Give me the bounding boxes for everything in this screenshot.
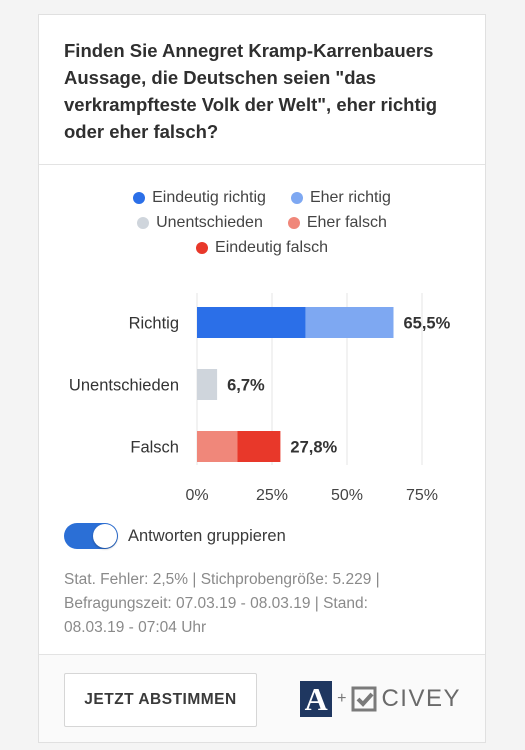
legend-swatch-icon — [287, 217, 300, 229]
legend-label: Unentschieden — [156, 214, 263, 231]
legend-label: Eher falsch — [306, 214, 387, 231]
civey-check-icon — [351, 686, 377, 712]
bar-segment — [305, 307, 394, 338]
legend-swatch-icon — [133, 192, 146, 204]
category-label: Richtig — [129, 315, 179, 333]
brand-plus: + — [337, 690, 347, 707]
category-label: Unentschieden — [69, 377, 179, 395]
legend-swatch-icon — [137, 217, 150, 229]
legend-label: Eher richtig — [309, 189, 391, 206]
brand-logo[interactable]: A + CIVEY — [300, 681, 461, 717]
legend-item-unentschieden: Unentschieden — [137, 214, 263, 232]
toggle-knob[interactable] — [93, 524, 117, 548]
legend-label: Eindeutig falsch — [215, 239, 328, 256]
x-tick-label: 25% — [256, 487, 288, 504]
category-label: Falsch — [130, 439, 179, 457]
legend-swatch-icon — [290, 192, 303, 204]
stacked-bar-chart: 0% 25% 50% 75% Richtig 65,5% Unentschieden 6,7%… — [69, 293, 451, 504]
card-footer: JETZT ABSTIMMEN A + CIVEY — [39, 654, 485, 742]
poll-question: Finden Sie Annegret Kramp-Karrenbauers A… — [39, 15, 485, 165]
legend-item-eher-richtig: Eher richtig — [290, 189, 391, 207]
bar-segment — [237, 431, 281, 462]
chart-legend: Eindeutig richtig Eher richtig Unentschi… — [39, 188, 485, 263]
vote-now-button[interactable]: JETZT ABSTIMMEN — [64, 673, 257, 727]
bar-segment — [197, 431, 238, 462]
bar-total-label: 6,7% — [227, 377, 265, 395]
x-tick-label: 0% — [185, 487, 208, 504]
x-tick-label: 50% — [331, 487, 363, 504]
civey-wordmark: CIVEY — [381, 685, 461, 712]
legend-item-eindeutig-richtig: Eindeutig richtig — [133, 189, 266, 207]
bar-total-label: 27,8% — [290, 439, 337, 457]
group-answers-toggle-row: Antworten gruppieren — [64, 523, 286, 549]
bar-segment — [197, 369, 218, 400]
legend-swatch-icon — [196, 242, 209, 254]
group-answers-label: Antworten gruppieren — [128, 526, 286, 545]
bar-segment — [197, 307, 306, 338]
legend-item-eher-falsch: Eher falsch — [287, 214, 387, 232]
group-answers-toggle[interactable] — [64, 523, 118, 549]
x-tick-label: 75% — [406, 487, 438, 504]
poll-card: Finden Sie Annegret Kramp-Karrenbauers A… — [38, 14, 486, 743]
legend-label: Eindeutig richtig — [152, 189, 266, 206]
legend-item-eindeutig-falsch: Eindeutig falsch — [196, 239, 328, 257]
bar-total-label: 65,5% — [404, 315, 451, 333]
survey-stats: Stat. Fehler: 2,5% | Stichprobengröße: 5… — [64, 571, 380, 636]
a-logo-icon: A — [300, 681, 333, 717]
